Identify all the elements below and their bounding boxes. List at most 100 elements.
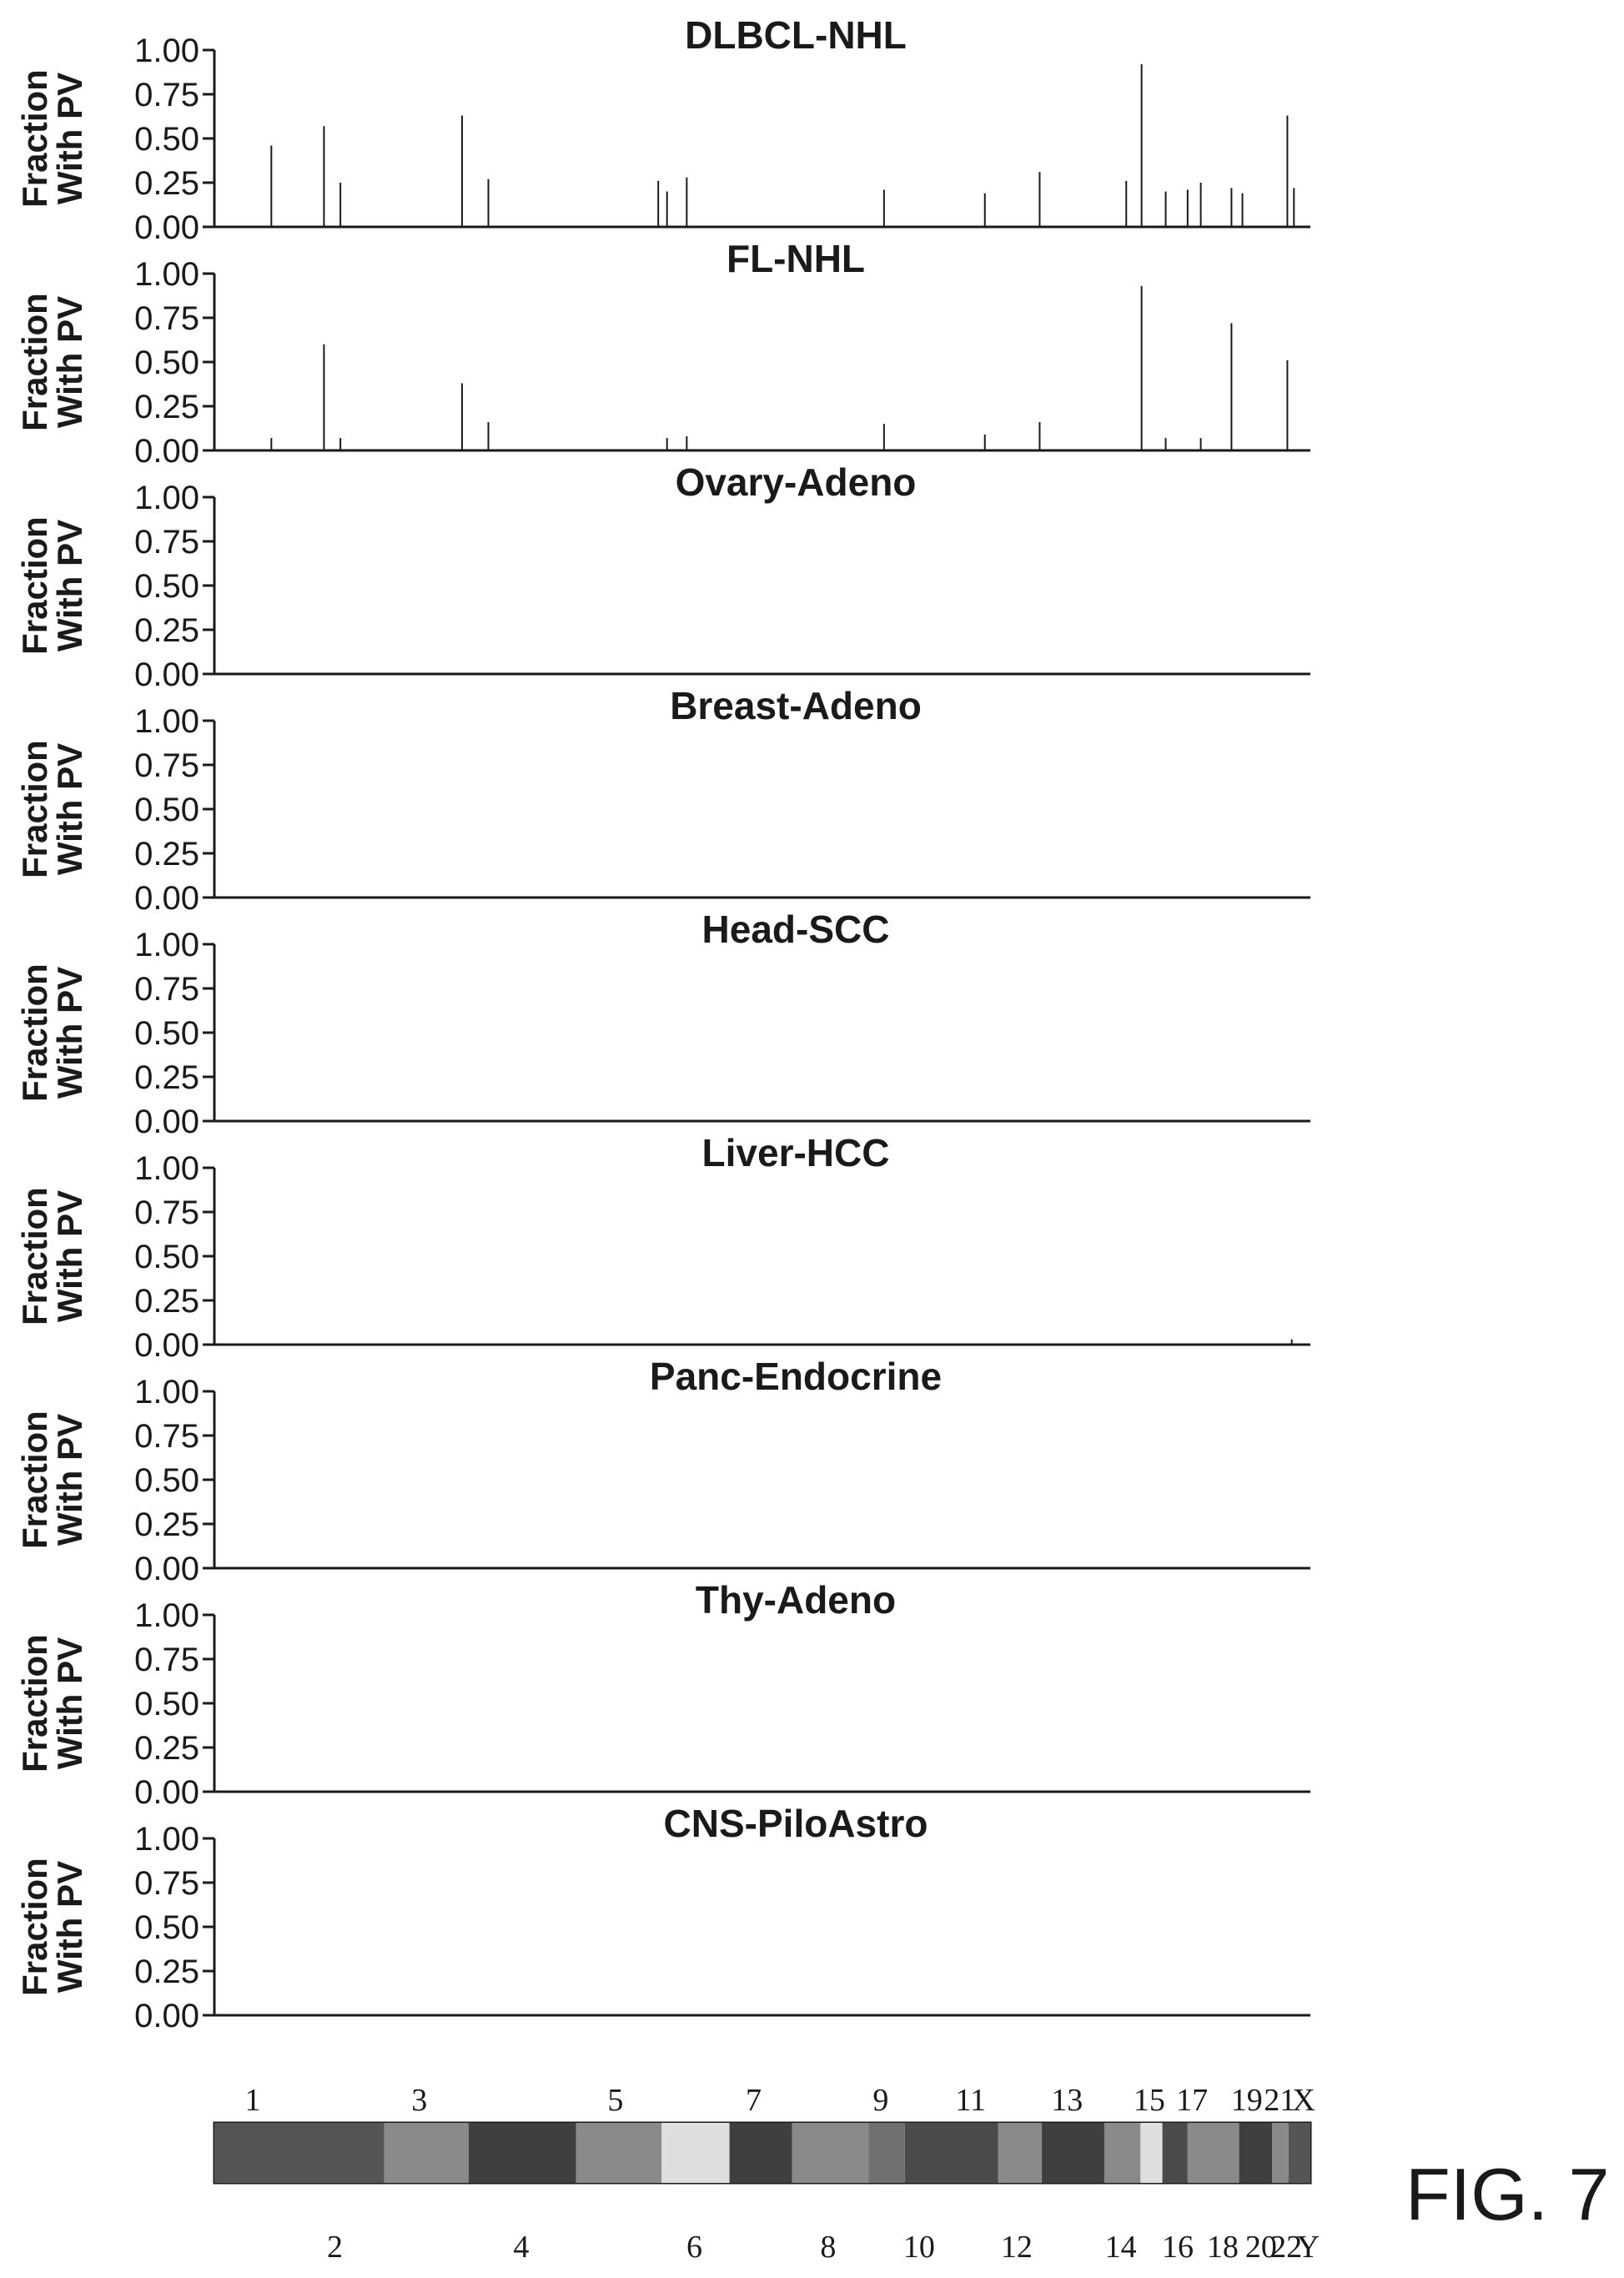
y-tick-label: 0.25 — [134, 165, 199, 202]
y-tick-label: 0.50 — [134, 1686, 199, 1722]
y-tick-label: 0.00 — [134, 1104, 199, 1140]
y-axis-title: With PV — [50, 296, 89, 428]
y-tick-label: 0.50 — [134, 1909, 199, 1946]
y-tick-label: 0.00 — [134, 1327, 199, 1364]
y-tick-label: 0.25 — [134, 1506, 199, 1543]
chromosome-band — [384, 2123, 469, 2183]
y-tick-label: 0.25 — [134, 1954, 199, 1990]
panel-title: DLBCL-NHL — [685, 13, 907, 57]
y-tick-label: 0.00 — [134, 880, 199, 917]
chromosome-band — [1272, 2123, 1289, 2183]
y-tick-label: 0.75 — [134, 1642, 199, 1678]
figure-label: FIG. 7 — [1405, 2153, 1610, 2235]
y-axis-title: With PV — [50, 1861, 89, 1993]
chromosome-label: 14 — [1105, 2230, 1137, 2265]
chromosome-band — [904, 2123, 998, 2183]
chromosome-band — [661, 2123, 730, 2183]
chromosome-label: 9 — [872, 2083, 888, 2118]
chromosome-label: 6 — [686, 2230, 702, 2265]
y-tick-label: 0.50 — [134, 1239, 199, 1275]
y-tick-label: 0.75 — [134, 1194, 199, 1231]
y-axis-title: Fraction — [15, 293, 54, 431]
chromosome-band — [1239, 2123, 1273, 2183]
y-axis-title: With PV — [50, 967, 89, 1099]
y-tick-label: 1.00 — [134, 1150, 199, 1187]
chromosome-band — [1187, 2123, 1239, 2183]
chromosome-label: 7 — [746, 2083, 762, 2118]
chromosome-band — [729, 2123, 792, 2183]
y-tick-label: 1.00 — [134, 480, 199, 516]
y-tick-label: 0.25 — [134, 612, 199, 649]
panel-title: Panc-Endocrine — [650, 1355, 942, 1398]
y-tick-label: 0.00 — [134, 656, 199, 693]
y-tick-label: 0.50 — [134, 121, 199, 158]
y-axis-title: With PV — [50, 1637, 89, 1769]
y-tick-label: 0.75 — [134, 77, 199, 113]
y-tick-label: 0.50 — [134, 792, 199, 828]
y-axis-title: Fraction — [15, 516, 54, 655]
chromosome-band — [868, 2123, 905, 2183]
chromosome-band — [468, 2123, 576, 2183]
chromosome-label: 19 — [1231, 2083, 1263, 2118]
chromosome-label: 13 — [1051, 2083, 1083, 2118]
panel-title: CNS-PiloAstro — [664, 1802, 928, 1845]
chromosome-band — [214, 2123, 385, 2183]
chromosome-label: 20 — [1245, 2230, 1277, 2265]
chromosome-band — [576, 2123, 662, 2183]
chromosome-label: 16 — [1162, 2230, 1194, 2265]
y-axis-title: Fraction — [15, 740, 54, 878]
chromosome-band — [1042, 2123, 1104, 2183]
chromosome-label: 22 — [1270, 2230, 1302, 2265]
chromosome-band — [1104, 2123, 1141, 2183]
y-axis-title: With PV — [50, 1190, 89, 1322]
y-axis-title: Fraction — [15, 1187, 54, 1325]
panel-title: Liver-HCC — [702, 1131, 890, 1174]
y-tick-label: 0.75 — [134, 747, 199, 784]
chromosome-band — [792, 2123, 869, 2183]
chromosome-label: 4 — [513, 2230, 529, 2265]
y-tick-label: 0.00 — [134, 433, 199, 470]
y-tick-label: 0.00 — [134, 1774, 199, 1811]
y-axis-title: Fraction — [15, 69, 54, 208]
y-tick-label: 0.75 — [134, 1418, 199, 1455]
chromosome-label: Y — [1297, 2230, 1320, 2265]
y-axis-title: With PV — [50, 520, 89, 651]
y-tick-label: 0.50 — [134, 568, 199, 605]
y-axis-title: With PV — [50, 1414, 89, 1546]
panel-title: FL-NHL — [727, 237, 865, 280]
chromosome-label: 10 — [903, 2230, 935, 2265]
chromosome-band — [1162, 2123, 1188, 2183]
y-tick-label: 0.00 — [134, 209, 199, 246]
y-tick-label: 0.25 — [134, 1283, 199, 1320]
chromosome-label: 18 — [1207, 2230, 1239, 2265]
y-tick-label: 0.25 — [134, 389, 199, 425]
chromosome-label: 21 — [1264, 2083, 1295, 2118]
y-tick-label: 1.00 — [134, 1821, 199, 1858]
y-tick-label: 0.25 — [134, 1730, 199, 1767]
y-tick-label: 0.50 — [134, 1015, 199, 1052]
chromosome-label: 17 — [1176, 2083, 1208, 2118]
y-tick-label: 0.75 — [134, 300, 199, 337]
y-tick-label: 0.50 — [134, 1462, 199, 1499]
chromosome-band — [1140, 2123, 1163, 2183]
chromosome-label: 1 — [244, 2083, 260, 2118]
chromosome-label: 15 — [1134, 2083, 1165, 2118]
y-tick-label: 1.00 — [134, 33, 199, 69]
y-tick-label: 0.75 — [134, 1865, 199, 1902]
panel-title: Ovary-Adeno — [676, 460, 917, 504]
y-tick-label: 1.00 — [134, 1597, 199, 1634]
chromosome-label: 5 — [607, 2083, 623, 2118]
y-tick-label: 0.25 — [134, 836, 199, 872]
y-axis-title: Fraction — [15, 1411, 54, 1549]
y-tick-label: 0.75 — [134, 971, 199, 1008]
y-tick-label: 0.00 — [134, 1551, 199, 1587]
y-tick-label: 1.00 — [134, 927, 199, 963]
panel-title: Head-SCC — [702, 908, 890, 951]
chromosome-band — [998, 2123, 1043, 2183]
y-tick-label: 0.25 — [134, 1059, 199, 1096]
y-axis-title: Fraction — [15, 1858, 54, 1996]
chromosome-label: 3 — [411, 2083, 427, 2118]
y-tick-label: 0.00 — [134, 1998, 199, 2034]
y-tick-label: 0.50 — [134, 344, 199, 381]
